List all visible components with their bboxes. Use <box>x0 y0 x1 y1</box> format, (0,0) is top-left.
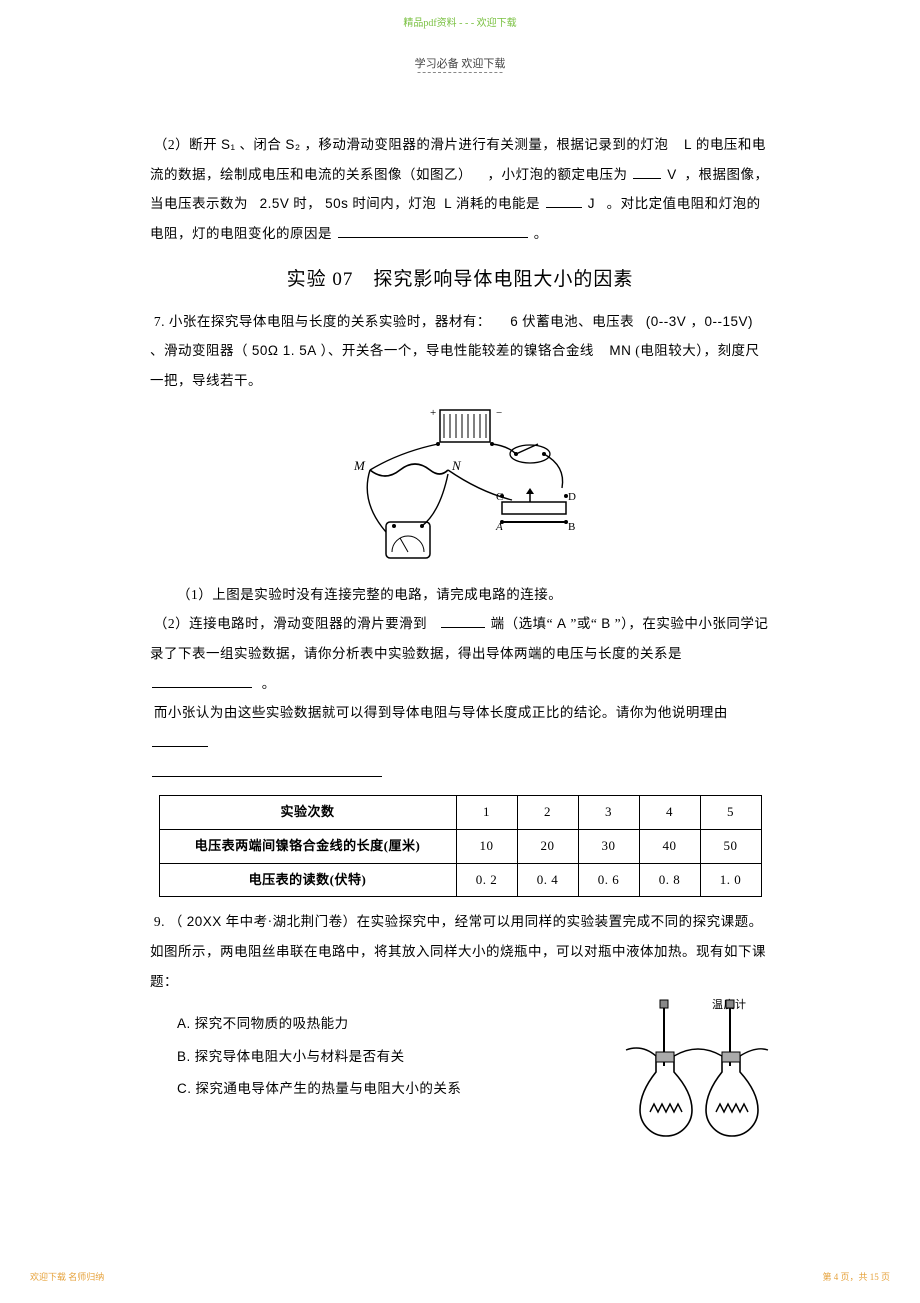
table-cell: 50 <box>700 830 761 864</box>
svg-text:D: D <box>568 491 576 503</box>
q6-text: 时间内，灯泡 <box>352 196 436 211</box>
q6-s1: S₁ <box>221 137 236 152</box>
table-cell: 3 <box>578 796 639 830</box>
table-cell: 0. 4 <box>517 863 578 897</box>
flask-figure: 温度计 <box>620 996 770 1167</box>
unit-j: J <box>588 196 595 211</box>
table-label: 电压表两端间镍铬合金线的长度(厘米) <box>159 830 456 864</box>
q7-range: (0--3V ，0--15V) <box>646 314 753 329</box>
q7-sub2-text: 。 <box>262 676 276 691</box>
q7-sub2-text: （2）连接电路时，滑动变阻器的滑片要滑到 <box>154 616 427 631</box>
svg-text:+: + <box>430 407 437 419</box>
q7-text: 、滑动变阻器（ <box>150 343 248 358</box>
q9-text: 年中考·湖北荆门卷）在实验探究中，经常可以用同样的实验装置完成不同的探究课题。如… <box>150 914 766 988</box>
table-cell: 0. 8 <box>639 863 700 897</box>
q7-sub3-text: 而小张认为由这些实验数据就可以得到导体电阻与导体长度成正比的结论。请你为他说明理… <box>154 705 728 720</box>
blank-voltage <box>633 164 661 179</box>
q6-period: 。 <box>534 226 548 241</box>
q6-L: L <box>684 137 692 152</box>
blank-end <box>441 614 485 629</box>
table-row: 电压表的读数(伏特) 0. 2 0. 4 0. 6 0. 8 1. 0 <box>159 863 761 897</box>
table-cell: 0. 2 <box>456 863 517 897</box>
svg-text:B: B <box>568 521 576 533</box>
q7-A: A <box>557 616 567 631</box>
q7-sub2-text: ”或“ <box>570 616 597 631</box>
experiment-title: 实验 07 探究影响导体电阻大小的因素 <box>150 259 770 301</box>
table-cell: 30 <box>578 830 639 864</box>
footer-right: 第 4 页，共 15 页 <box>822 1270 890 1283</box>
blank-energy <box>546 194 582 209</box>
header-note: 学习必备 欢迎下载 <box>0 55 920 71</box>
q7-sub1: （1）上图是实验时没有连接完整的电路，请完成电路的连接。 <box>150 580 770 610</box>
svg-text:N: N <box>451 458 462 473</box>
circuit-diagram: + − M N C D A B <box>330 402 590 572</box>
q6-text: 消耗的电能是 <box>456 196 540 211</box>
q7-sub2: （2）连接电路时，滑动变阻器的滑片要滑到 端（选填“ A ”或“ B ”），在实… <box>150 609 770 698</box>
unit-v: V <box>667 167 677 182</box>
q9-stem: 9. （ 20XX 年中考·湖北荆门卷）在实验探究中，经常可以用同样的实验装置完… <box>150 907 770 996</box>
page-content: （2）断开 S₁ 、闭合 S₂ ，移动滑动变阻器的滑片进行有关测量，根据记录到的… <box>150 130 770 1171</box>
opt-prefix: A. <box>177 1016 191 1031</box>
table-row: 实验次数 1 2 3 4 5 <box>159 796 761 830</box>
q7-paragraph: 7. 小张在探究导体电阻与长度的关系实验时，器材有： 6 伏蓄电池、电压表 (0… <box>150 307 770 396</box>
q7-text: ）、开关各一个，导电性能较差的镍铬合金线 <box>321 343 594 358</box>
q7-sub3-cont <box>150 758 770 788</box>
q7-text: 7. 小张在探究导体电阻与长度的关系实验时，器材有： <box>154 314 491 329</box>
q6-text: 、闭合 <box>239 137 281 152</box>
table-cell: 2 <box>517 796 578 830</box>
opt-text: 探究不同物质的吸热能力 <box>195 1016 349 1031</box>
table-cell: 1 <box>456 796 517 830</box>
q6-s2: S₂ <box>285 137 300 152</box>
blank-reason <box>338 224 528 239</box>
opt-text: 探究通电导体产生的热量与电阻大小的关系 <box>195 1081 461 1096</box>
table-cell: 40 <box>639 830 700 864</box>
opt-text: 探究导体电阻大小与材料是否有关 <box>195 1049 405 1064</box>
q7-sub2-text: 端（选填“ <box>491 616 554 631</box>
svg-text:M: M <box>353 458 366 473</box>
q6-2-5v: 2.5V <box>260 196 290 211</box>
table-cell: 5 <box>700 796 761 830</box>
table-cell: 1. 0 <box>700 863 761 897</box>
q9-year: 20XX <box>187 914 222 929</box>
table-cell: 10 <box>456 830 517 864</box>
q9-text: 9. （ <box>154 914 183 929</box>
q6-50s: 50s <box>325 196 348 211</box>
q7-rheo: 50Ω 1. 5A <box>252 343 317 358</box>
table-label: 实验次数 <box>159 796 456 830</box>
blank-reason2b <box>152 762 382 777</box>
q6-text: 时， <box>293 196 321 211</box>
q7-6v: 6 <box>510 314 518 329</box>
svg-text:−: − <box>496 407 503 419</box>
footer-left: 欢迎下载 名师归纳 <box>30 1270 104 1283</box>
data-table: 实验次数 1 2 3 4 5 电压表两端间镍铬合金线的长度(厘米) 10 20 … <box>159 795 762 897</box>
q7-mn: MN <box>609 343 631 358</box>
table-cell: 4 <box>639 796 700 830</box>
table-cell: 20 <box>517 830 578 864</box>
watermark-top: 精品pdf资料 - - - 欢迎下载 <box>0 14 920 29</box>
q6-text: （2）断开 <box>154 137 217 152</box>
q6-paragraph: （2）断开 S₁ 、闭合 S₂ ，移动滑动变阻器的滑片进行有关测量，根据记录到的… <box>150 130 770 249</box>
table-cell: 0. 6 <box>578 863 639 897</box>
q7-text: 伏蓄电池、电压表 <box>522 314 634 329</box>
q7-B: B <box>601 616 611 631</box>
blank-relation <box>152 673 252 688</box>
opt-prefix: C. <box>177 1081 192 1096</box>
table-label: 电压表的读数(伏特) <box>159 863 456 897</box>
q6-L2: L <box>444 196 452 211</box>
q9-block: 9. （ 20XX 年中考·湖北荆门卷）在实验探究中，经常可以用同样的实验装置完… <box>150 907 770 1171</box>
q6-text: ，移动滑动变阻器的滑片进行有关测量，根据记录到的灯泡 <box>304 137 668 152</box>
q6-text: ，小灯泡的额定电压为 <box>488 167 628 182</box>
blank-reason2a <box>152 733 208 748</box>
header-underline <box>418 72 503 73</box>
q7-sub3: 而小张认为由这些实验数据就可以得到导体电阻与导体长度成正比的结论。请你为他说明理… <box>150 698 770 757</box>
opt-prefix: B. <box>177 1049 191 1064</box>
table-row: 电压表两端间镍铬合金线的长度(厘米) 10 20 30 40 50 <box>159 830 761 864</box>
